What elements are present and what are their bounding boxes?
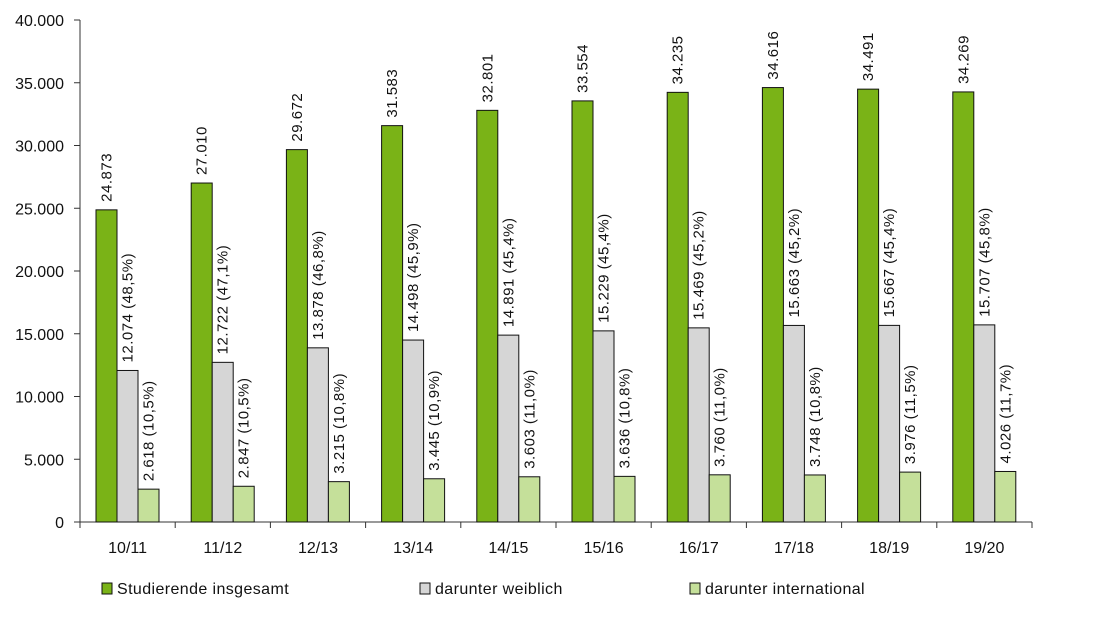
legend-label: darunter weiblich: [435, 581, 563, 598]
y-tick-label: 20.000: [15, 264, 64, 281]
bar: [857, 88, 880, 523]
bar-data-label: 4.026 (11,7%): [997, 364, 1014, 464]
x-tick-label: 17/18: [774, 540, 814, 557]
bar-data-label: 12.074 (48,5%): [120, 253, 137, 363]
bar: [782, 324, 805, 523]
bar-labels: 24.873 12.074 (48,5%)2.618 (10,5%) 27.010 1…: [99, 31, 1015, 481]
x-tick-label: 18/19: [869, 540, 909, 557]
bar: [803, 474, 826, 523]
bar: [232, 485, 255, 523]
bar: [518, 476, 541, 523]
bar-data-label: 32.801: [479, 53, 496, 102]
bar: [973, 324, 996, 523]
bar: [137, 488, 160, 523]
y-tick-label: 40.000: [15, 13, 64, 30]
bar-data-label: 27.010: [194, 126, 211, 175]
bar-data-label: 15.707 (45,8%): [976, 207, 993, 317]
y-tick-label: 15.000: [15, 327, 64, 344]
bar-data-label: 24.873: [99, 153, 116, 202]
bar-data-label: 14.891 (45,4%): [500, 218, 517, 328]
bar-data-label: 13.878 (46,8%): [310, 230, 327, 340]
legend-swatch: [101, 582, 113, 595]
legend-label: Studierende insgesamt: [117, 581, 289, 598]
bar-data-label: 15.667 (45,4%): [881, 208, 898, 318]
legend-swatch: [689, 582, 701, 595]
y-axis: 0 5.000 10.000 15.000 20.000 25.000 30.000 35.0…: [15, 13, 81, 532]
bar: [95, 209, 118, 523]
bar-data-label: 29.672: [289, 93, 306, 142]
bar: [402, 339, 425, 523]
bar: [476, 109, 499, 523]
bar-data-label: 2.618 (10,5%): [141, 380, 158, 481]
bar: [666, 91, 689, 523]
bar-data-label: 3.976 (11,5%): [902, 364, 919, 464]
x-tick-label: 12/13: [298, 540, 338, 557]
bar-data-label: 33.554: [575, 44, 592, 93]
x-tick-label: 13/14: [393, 540, 433, 557]
bar-data-label: 34.491: [860, 32, 877, 81]
bar: [211, 361, 234, 523]
x-tick-label: 11/12: [203, 540, 242, 557]
bar-data-label: 3.215 (10,8%): [331, 373, 348, 474]
bar: [116, 369, 139, 523]
bar-data-label: 3.748 (10,8%): [807, 366, 824, 467]
bar: [592, 330, 615, 523]
bar: [285, 149, 308, 523]
bar: [687, 327, 710, 523]
y-tick-label: 25.000: [15, 201, 64, 218]
bar-data-label: 2.847 (10,5%): [236, 378, 253, 479]
bar: [306, 347, 329, 523]
x-tick-label: 19/20: [964, 540, 1004, 557]
legend-label: darunter international: [705, 581, 865, 598]
bar: [994, 470, 1017, 523]
x-axis: 10/11 11/12 12/13 13/14 14/15 15/16 16/17 17/18…: [79, 521, 1033, 557]
bar-data-label: 34.235: [670, 35, 687, 84]
bar: [190, 182, 213, 523]
bar-data-label: 15.663 (45,2%): [786, 208, 803, 318]
bar-data-label: 3.760 (11,0%): [712, 367, 729, 467]
bar: [571, 100, 594, 523]
x-tick-label: 16/17: [679, 540, 719, 557]
bar-data-label: 3.445 (10,9%): [426, 370, 443, 471]
bar: [761, 87, 784, 523]
x-tick-label: 15/16: [584, 540, 624, 557]
bar: [708, 474, 731, 523]
x-tick-label: 10/11: [108, 540, 147, 557]
legend: Studierende insgesamt darunter weiblich da…: [101, 581, 865, 598]
bar-data-label: 3.636 (10,8%): [617, 368, 634, 469]
bar: [497, 334, 520, 523]
bar-data-label: 3.603 (11,0%): [521, 369, 538, 469]
bar-data-label: 34.616: [765, 31, 782, 80]
bar: [423, 478, 446, 523]
bars: [95, 87, 1017, 523]
bar: [952, 91, 975, 523]
bar-data-label: 34.269: [955, 35, 972, 84]
y-tick-label: 0: [55, 515, 64, 532]
bar-data-label: 12.722 (47,1%): [215, 245, 232, 355]
y-tick-label: 35.000: [15, 76, 64, 93]
bar: [878, 324, 901, 523]
bar: [381, 125, 404, 523]
legend-swatch: [419, 582, 431, 595]
bar-data-label: 14.498 (45,9%): [405, 222, 422, 332]
bar: [327, 481, 350, 523]
bar-data-label: 15.229 (45,4%): [596, 213, 613, 323]
bar-data-label: 31.583: [384, 69, 401, 118]
bar: [613, 475, 636, 523]
y-tick-label: 10.000: [15, 390, 64, 407]
y-tick-label: 30.000: [15, 139, 64, 156]
y-tick-label: 5.000: [24, 452, 64, 469]
x-tick-label: 14/15: [488, 540, 528, 557]
bar: [899, 471, 922, 523]
bar-data-label: 15.469 (45,2%): [691, 210, 708, 320]
